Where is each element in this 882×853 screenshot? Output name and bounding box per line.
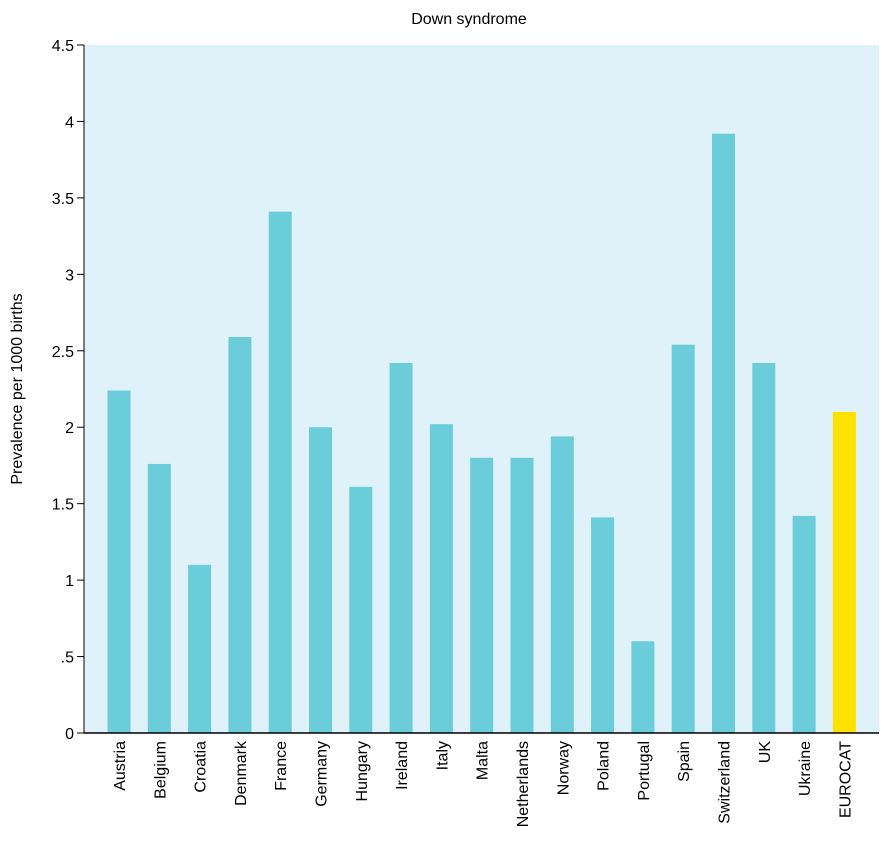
bar-france xyxy=(268,211,292,733)
x-tick-label: Switzerland xyxy=(717,741,734,824)
x-tick-label: Croatia xyxy=(193,741,210,793)
x-tick-label: Norway xyxy=(555,741,572,795)
y-tick-label: 4.5 xyxy=(52,38,74,55)
x-tick-label: EUROCAT xyxy=(837,741,854,818)
y-axis-label: Prevalence per 1000 births xyxy=(9,293,26,484)
x-tick-label: Hungary xyxy=(354,741,371,801)
bar-spain xyxy=(671,344,695,733)
x-tick-label: Netherlands xyxy=(515,741,532,827)
bars xyxy=(107,133,856,734)
x-tick-label: Belgium xyxy=(152,741,169,799)
x-tick-label: Austria xyxy=(112,741,129,791)
y-tick-label: 0 xyxy=(65,726,74,743)
y-tick-label: 3.5 xyxy=(52,191,74,208)
bar-belgium xyxy=(147,463,171,733)
bar-malta xyxy=(470,457,494,733)
x-tick-label: Portugal xyxy=(636,741,653,801)
bar-austria xyxy=(107,390,131,733)
x-tick-label: Malta xyxy=(475,741,492,780)
y-tick-label: 2 xyxy=(65,420,74,437)
x-tick-label: France xyxy=(273,741,290,791)
bar-germany xyxy=(309,427,332,733)
bar-denmark xyxy=(228,337,252,733)
bar-uk xyxy=(752,363,776,733)
bar-poland xyxy=(591,517,615,733)
x-tick-label: Germany xyxy=(314,741,331,807)
x-tick-label: Denmark xyxy=(233,740,250,806)
bar-norway xyxy=(550,436,574,733)
bar-switzerland xyxy=(712,133,735,734)
x-tick-label: Ukraine xyxy=(797,741,814,796)
x-tick-label: Italy xyxy=(434,741,451,770)
bar-ireland xyxy=(389,363,413,733)
bar-netherlands xyxy=(510,457,534,733)
bar-hungary xyxy=(349,486,373,733)
chart-title: Down syndrome xyxy=(411,11,527,28)
bar-portugal xyxy=(631,641,655,733)
x-tick-label: UK xyxy=(757,741,774,764)
bar-italy xyxy=(429,424,453,733)
x-tick-label: Ireland xyxy=(394,741,411,790)
y-tick-label: 4 xyxy=(65,114,74,131)
bar-croatia xyxy=(188,564,212,733)
x-tick-label: Spain xyxy=(676,741,693,782)
bar-eurocat xyxy=(832,411,856,733)
bar-ukraine xyxy=(792,515,816,733)
y-tick-label: 1 xyxy=(65,573,74,590)
y-tick-label: 2.5 xyxy=(52,344,74,361)
x-axis-ticks: Austria Belgium Croatia Denmark France German… xyxy=(112,740,854,827)
y-tick-label: .5 xyxy=(61,650,74,667)
x-tick-label: Poland xyxy=(596,741,613,791)
y-tick-label: 1.5 xyxy=(52,497,74,514)
y-tick-label: 3 xyxy=(65,267,74,284)
y-axis-ticks: 0 .5 1 1.5 2 2.5 3 3.5 4 4.5 xyxy=(52,38,84,743)
